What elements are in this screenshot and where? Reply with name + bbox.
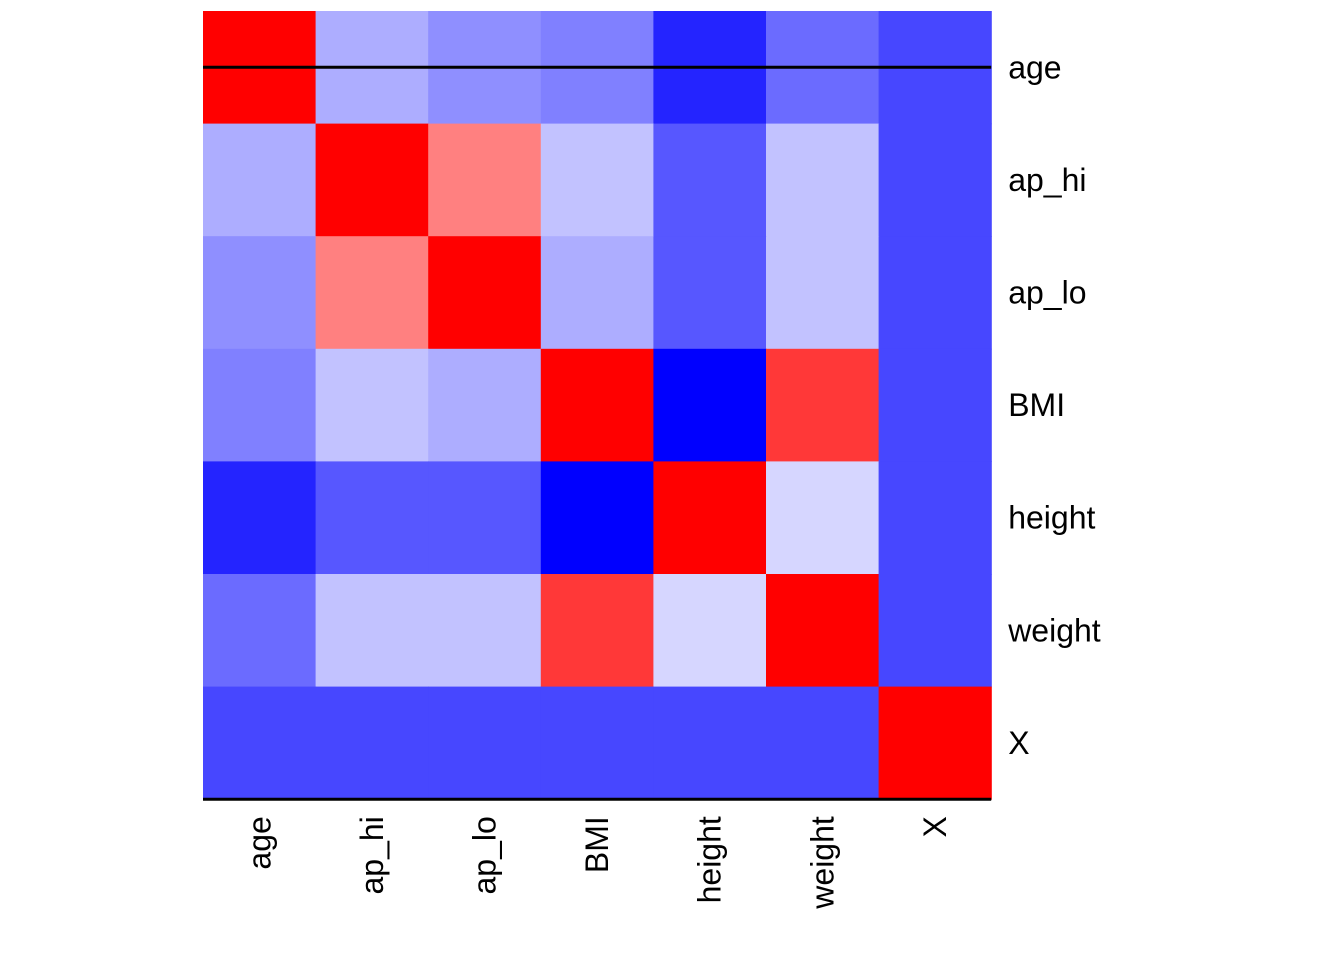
- column-label-X: X: [917, 816, 953, 837]
- row-label-weight: weight: [1007, 612, 1101, 648]
- heatmap-cell-BMI-BMI: [540, 348, 654, 462]
- heatmap-cell-height-weight: [766, 461, 880, 575]
- heatmap-cell-BMI-weight: [766, 348, 880, 462]
- heatmap-cell-ap_lo-height: [653, 236, 767, 350]
- heatmap-cell-height-age: [203, 461, 317, 575]
- heatmap-cells: [203, 11, 992, 800]
- heatmap-cell-weight-BMI: [540, 574, 654, 688]
- column-label-weight: weight: [804, 816, 840, 910]
- heatmap-cell-weight-weight: [766, 574, 880, 688]
- heatmap-cell-ap_hi-BMI: [540, 123, 654, 237]
- heatmap-cell-ap_hi-weight: [766, 123, 880, 237]
- heatmap-cell-height-height: [653, 461, 767, 575]
- heatmap-cell-BMI-age: [203, 348, 317, 462]
- heatmap-cell-ap_lo-ap_hi: [315, 236, 429, 350]
- row-label-X: X: [1008, 725, 1029, 761]
- heatmap-cell-ap_lo-BMI: [540, 236, 654, 350]
- column-label-ap_hi: ap_hi: [354, 816, 390, 894]
- heatmap-cell-height-BMI: [540, 461, 654, 575]
- column-label-height: height: [692, 816, 728, 903]
- row-label-ap_hi: ap_hi: [1008, 162, 1086, 198]
- heatmap-cell-ap_hi-ap_hi: [315, 123, 429, 237]
- heatmap-cell-ap_hi-height: [653, 123, 767, 237]
- column-label-BMI: BMI: [579, 816, 615, 873]
- heatmap-cell-X-X: [878, 686, 992, 800]
- heatmap-cell-weight-age: [203, 574, 317, 688]
- heatmap-cell-X-height: [653, 686, 767, 800]
- row-label-height: height: [1008, 500, 1095, 536]
- column-labels: age ap_hi ap_lo BMI height weight X: [241, 816, 953, 910]
- row-label-BMI: BMI: [1008, 387, 1065, 423]
- row-label-ap_lo: ap_lo: [1008, 275, 1086, 311]
- heatmap-cell-BMI-height: [653, 348, 767, 462]
- heatmap-cell-ap_hi-ap_lo: [428, 123, 542, 237]
- heatmap-cell-BMI-ap_lo: [428, 348, 542, 462]
- heatmap-cell-weight-X: [878, 574, 992, 688]
- heatmap-cell-X-ap_lo: [428, 686, 542, 800]
- heatmap-cell-height-ap_lo: [428, 461, 542, 575]
- heatmap-cell-ap_lo-age: [203, 236, 317, 350]
- column-label-age: age: [241, 816, 277, 869]
- heatmap-cell-X-BMI: [540, 686, 654, 800]
- heatmap-cell-ap_hi-age: [203, 123, 317, 237]
- heatmap-cell-weight-ap_hi: [315, 574, 429, 688]
- heatmap-cell-X-ap_hi: [315, 686, 429, 800]
- heatmap-cell-BMI-ap_hi: [315, 348, 429, 462]
- row-label-age: age: [1008, 49, 1061, 85]
- heatmap-cell-ap_lo-X: [878, 236, 992, 350]
- heatmap-cell-X-age: [203, 686, 317, 800]
- heatmap-cell-weight-ap_lo: [428, 574, 542, 688]
- column-label-ap_lo: ap_lo: [467, 816, 503, 894]
- heatmap-cell-weight-height: [653, 574, 767, 688]
- heatmap-cell-BMI-X: [878, 348, 992, 462]
- heatmap-cell-height-X: [878, 461, 992, 575]
- row-labels: age ap_hi ap_lo BMI height weight X: [1007, 49, 1101, 761]
- heatmap-cell-height-ap_hi: [315, 461, 429, 575]
- heatmap-cell-ap_lo-ap_lo: [428, 236, 542, 350]
- heatmap-cell-ap_lo-weight: [766, 236, 880, 350]
- heatmap-cell-ap_hi-X: [878, 123, 992, 237]
- heatmap-cell-X-weight: [766, 686, 880, 800]
